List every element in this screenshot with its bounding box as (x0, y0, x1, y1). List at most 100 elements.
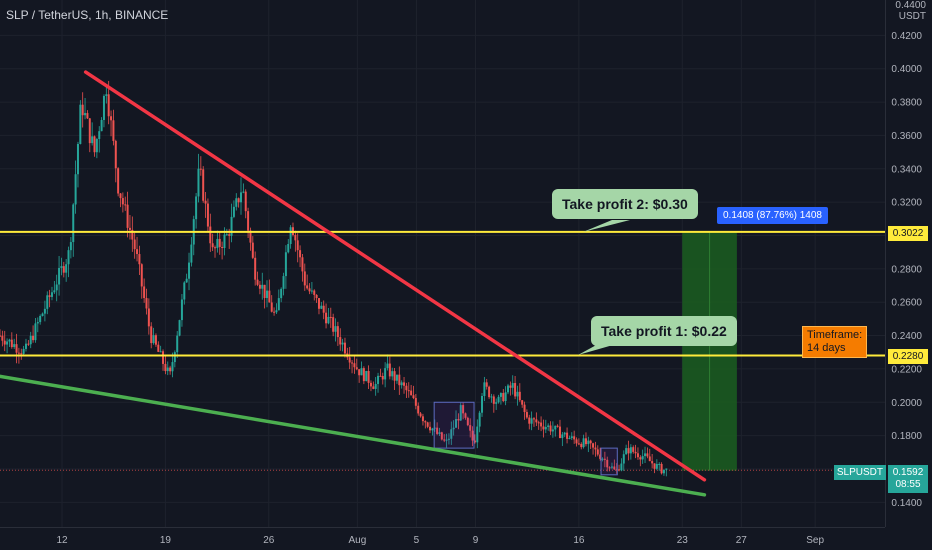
candle-body (258, 284, 261, 289)
candle-body (322, 305, 325, 313)
candle-body (436, 427, 439, 434)
candle-body (145, 298, 148, 309)
candle-body (648, 456, 651, 462)
candle-body (462, 405, 465, 414)
candle-body (159, 351, 162, 353)
candle-body (50, 292, 53, 297)
x-tick-label: Sep (806, 535, 824, 546)
candle-body (662, 469, 665, 474)
candle-body (60, 266, 63, 268)
candle-body (256, 279, 259, 285)
candle-body (660, 463, 663, 474)
candle-body (464, 413, 467, 418)
candle-body (223, 234, 226, 248)
timeframe-value: 14 days (807, 342, 846, 354)
candle-body (81, 104, 84, 116)
candle-body (542, 426, 545, 430)
candle-body (540, 422, 543, 427)
candle-body (599, 454, 602, 459)
candle-body (242, 191, 245, 193)
take-profit-1-callout[interactable]: Take profit 1: $0.22 (591, 316, 737, 346)
candle-body (336, 326, 339, 338)
candle-body (613, 466, 616, 470)
candle-body (214, 247, 217, 249)
candle-body (91, 136, 94, 144)
support-trendline (0, 374, 707, 497)
candle-body (393, 371, 396, 381)
candle-body (343, 342, 346, 354)
candle-body (532, 418, 535, 420)
candle-body (584, 438, 587, 445)
candle-body (554, 425, 557, 430)
candle-body (55, 284, 58, 291)
candle-body (339, 337, 342, 345)
candle-body (171, 362, 174, 372)
candle-body (294, 235, 297, 241)
candle-body (268, 290, 271, 303)
candle-body (325, 312, 328, 324)
candle-body (459, 405, 462, 421)
candle-body (117, 168, 120, 194)
candle-body (119, 193, 122, 199)
candle-body (280, 288, 283, 299)
candle-body (296, 240, 299, 251)
candle-body (367, 370, 370, 383)
y-tick-label: 0.4200 (891, 31, 922, 42)
candle-body (221, 246, 224, 248)
candle-body (180, 299, 183, 321)
candle-body (34, 323, 37, 341)
candle-body (587, 440, 590, 445)
candle-body (133, 239, 136, 250)
candle-body (592, 443, 595, 448)
candle-body (254, 257, 257, 280)
candle-body (84, 113, 87, 116)
candle-body (457, 419, 460, 421)
candle-body (391, 371, 394, 377)
candle-body (561, 434, 564, 439)
candle-body (563, 432, 566, 435)
candle-body (188, 262, 191, 279)
candle-body (528, 417, 531, 424)
timeframe-box[interactable]: Timeframe: 14 days (802, 326, 868, 358)
candle-body (199, 168, 202, 170)
symbol-price-tag: SLPUSDT (833, 465, 886, 480)
candle-body (0, 335, 1, 337)
candle-body (8, 339, 11, 342)
take-profit-2-callout[interactable]: Take profit 2: $0.30 (552, 189, 698, 219)
candle-body (492, 396, 495, 404)
candle-body (606, 459, 609, 468)
candle-body (152, 335, 155, 344)
last-price-tag: 0.1592 08:55 (888, 465, 928, 493)
candle-body (315, 294, 318, 299)
y-tick-label: 0.2600 (891, 298, 922, 309)
candle-body (303, 271, 306, 286)
measure-label[interactable]: 0.1408 (87.76%) 1408 (717, 207, 828, 224)
candle-body (261, 284, 264, 289)
candle-body (29, 335, 32, 345)
candle-body (615, 469, 618, 471)
candle-body (636, 453, 639, 458)
candle-body (502, 393, 505, 402)
y-tick-label: 0.3400 (891, 164, 922, 175)
candle-body (417, 405, 420, 414)
candle-body (24, 343, 27, 349)
candle-body (426, 422, 429, 427)
candle-body (372, 386, 375, 389)
candle-body (466, 417, 469, 426)
candle-body (403, 382, 406, 386)
candle-body (93, 136, 96, 153)
x-tick-label: 9 (473, 535, 479, 546)
candle-body (102, 95, 105, 121)
candle-body (651, 461, 654, 464)
candle-body (277, 298, 280, 311)
candle-body (625, 448, 628, 455)
candle-body (86, 113, 89, 119)
candle-body (225, 234, 228, 236)
candle-body (495, 402, 498, 404)
candle-body (518, 391, 521, 401)
candle-body (429, 426, 432, 431)
candle-body (655, 463, 658, 469)
candle-body (41, 313, 44, 316)
candle-body (481, 395, 484, 413)
